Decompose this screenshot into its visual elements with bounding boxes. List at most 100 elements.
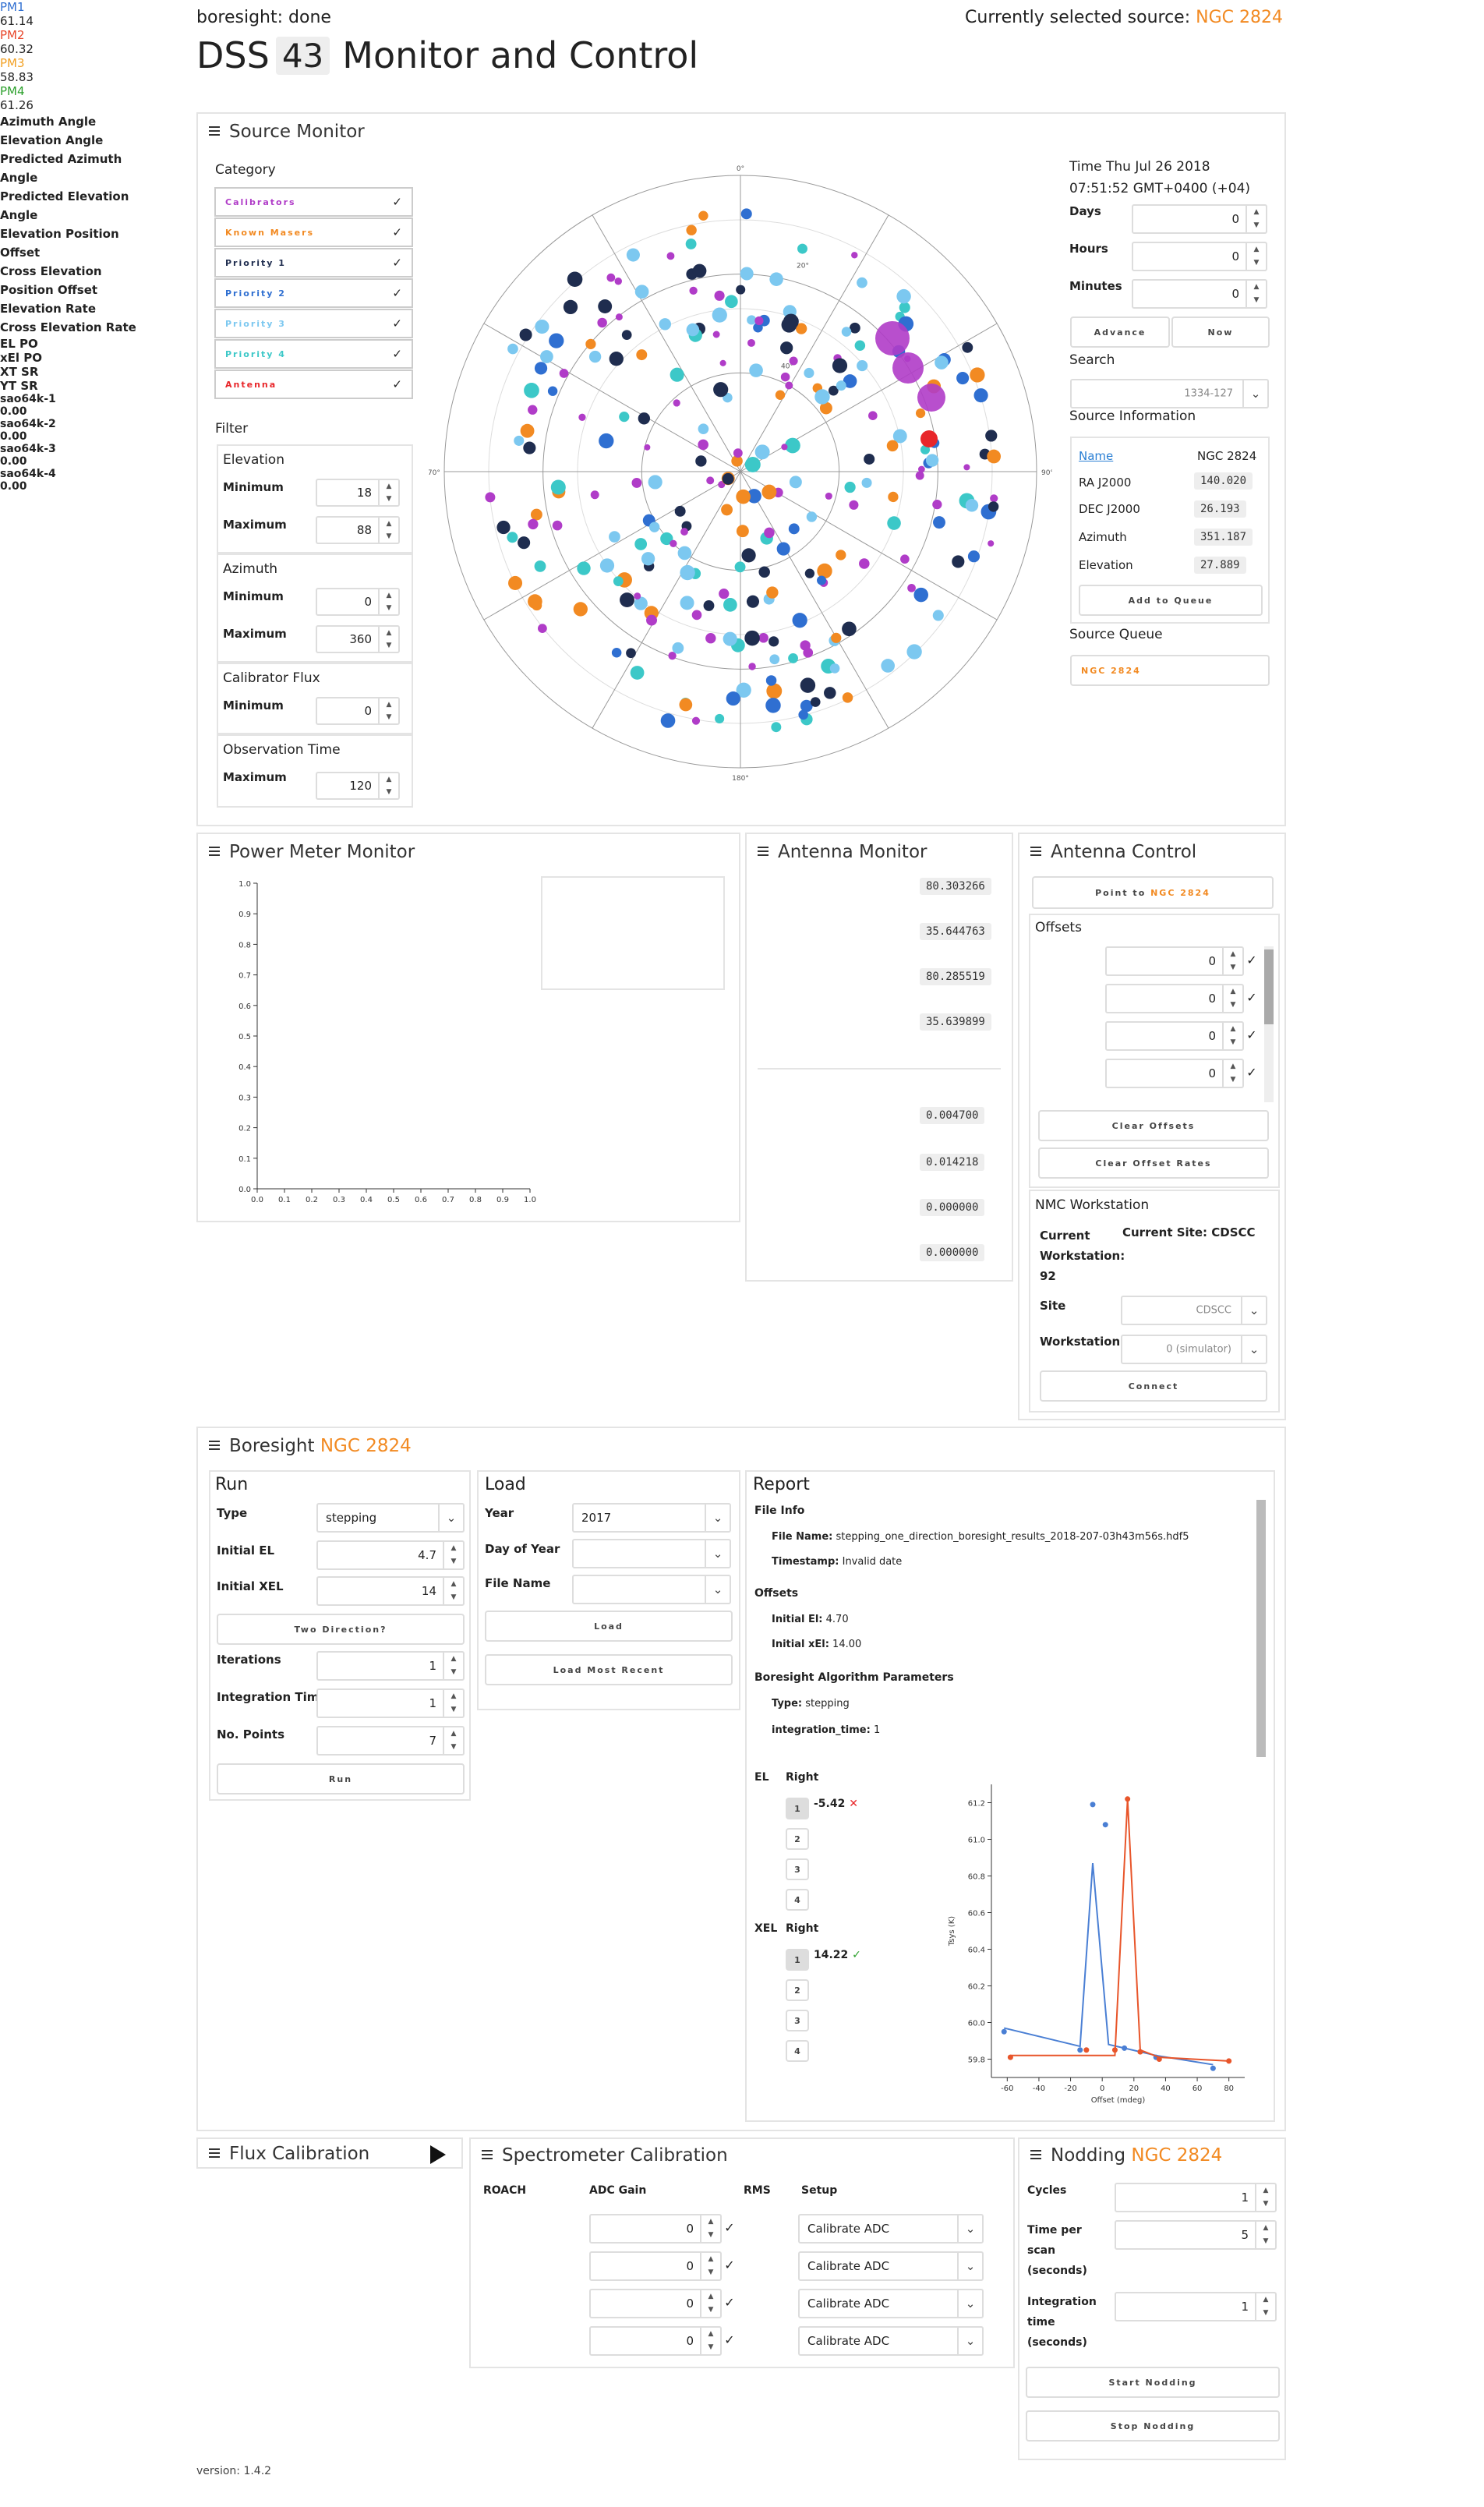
source-dot[interactable]: [788, 523, 800, 535]
source-dot[interactable]: [496, 520, 511, 535]
elevation-min-input[interactable]: 18 ▲ ▼: [316, 479, 400, 507]
source-dot[interactable]: [736, 489, 751, 504]
source-dot[interactable]: [761, 484, 777, 500]
source-dot[interactable]: [985, 430, 998, 442]
setup-select[interactable]: Calibrate ADC ⌄: [798, 2251, 984, 2281]
source-dot[interactable]: [508, 575, 523, 590]
source-dot[interactable]: [970, 367, 985, 383]
source-dot[interactable]: [766, 586, 779, 599]
menu-icon[interactable]: [1030, 2148, 1041, 2162]
source-dot[interactable]: [514, 435, 525, 446]
source-dot[interactable]: [614, 278, 623, 285]
source-dot[interactable]: [854, 340, 866, 352]
source-dot[interactable]: [641, 552, 655, 566]
source-dot[interactable]: [507, 532, 518, 543]
source-dot[interactable]: [803, 647, 814, 658]
source-dot[interactable]: [920, 444, 931, 454]
source-dot[interactable]: [673, 399, 680, 407]
source-dot[interactable]: [698, 423, 709, 434]
source-dot[interactable]: [769, 272, 783, 286]
menu-icon[interactable]: [1030, 844, 1041, 858]
source-dot[interactable]: [748, 663, 756, 670]
source-dot[interactable]: [913, 587, 928, 603]
apply-check-icon[interactable]: ✓: [724, 2332, 735, 2347]
source-dot[interactable]: [719, 359, 726, 366]
setup-select[interactable]: Calibrate ADC ⌄: [798, 2326, 984, 2356]
source-dot[interactable]: [563, 299, 578, 315]
source-dot[interactable]: [731, 455, 743, 467]
source-dot[interactable]: [532, 600, 542, 611]
source-dot[interactable]: [887, 516, 901, 530]
source-dot[interactable]: [538, 624, 547, 633]
source-dot[interactable]: [518, 536, 531, 550]
source-dot[interactable]: [567, 271, 583, 288]
source-dot[interactable]: [836, 380, 846, 391]
source-dot[interactable]: [552, 520, 563, 531]
load-most-recent-button[interactable]: Load Most Recent: [485, 1654, 733, 1685]
source-dot[interactable]: [775, 390, 786, 400]
source-dot[interactable]: [804, 367, 814, 379]
workstation-select[interactable]: 0 (simulator) ⌄: [1121, 1335, 1267, 1364]
file-name-select[interactable]: ⌄: [572, 1575, 731, 1604]
apply-check-icon[interactable]: ✓: [1246, 990, 1257, 1005]
now-button[interactable]: Now: [1171, 316, 1270, 348]
menu-icon[interactable]: [209, 1438, 220, 1452]
days-input[interactable]: 0 ▲ ▼: [1132, 204, 1267, 234]
offset-input[interactable]: 0 ▲ ▼: [1105, 984, 1244, 1013]
source-dot[interactable]: [713, 382, 729, 398]
source-dot[interactable]: [754, 316, 764, 326]
source-dot[interactable]: [962, 341, 973, 353]
source-dot[interactable]: [764, 527, 775, 539]
type-select[interactable]: stepping ⌄: [316, 1503, 465, 1533]
source-dot[interactable]: [615, 313, 623, 321]
source-dot[interactable]: [804, 568, 815, 578]
source-dot[interactable]: [917, 465, 925, 473]
source-dot[interactable]: [666, 252, 675, 260]
source-dot[interactable]: [620, 592, 634, 608]
source-dot[interactable]: [723, 598, 737, 612]
source-dot[interactable]: [776, 542, 790, 556]
clear-offsets-button[interactable]: Clear Offsets: [1038, 1110, 1269, 1141]
offset-input[interactable]: 0 ▲ ▼: [1105, 1059, 1244, 1088]
source-dot[interactable]: [785, 437, 800, 454]
point-to-button[interactable]: Point to NGC 2824: [1032, 876, 1274, 909]
source-dot[interactable]: [519, 328, 532, 341]
source-dot[interactable]: [861, 477, 872, 488]
source-dot[interactable]: [806, 511, 818, 522]
menu-icon[interactable]: [209, 124, 220, 138]
source-dot[interactable]: [705, 633, 716, 644]
source-dot[interactable]: [648, 475, 662, 490]
source-dot[interactable]: [723, 631, 737, 646]
setup-select[interactable]: Calibrate ADC ⌄: [798, 2289, 984, 2318]
source-dot[interactable]: [819, 401, 832, 415]
source-dot[interactable]: [886, 440, 899, 452]
station-badge[interactable]: 43: [275, 36, 330, 75]
source-dot[interactable]: [599, 433, 614, 449]
source-dot[interactable]: [758, 566, 770, 578]
source-dot[interactable]: [719, 589, 730, 599]
source-dot[interactable]: [800, 699, 813, 712]
source-dot[interactable]: [841, 327, 852, 337]
source-dot[interactable]: [606, 273, 616, 282]
source-dot[interactable]: [680, 596, 694, 610]
source-dot[interactable]: [534, 560, 546, 572]
category-toggle[interactable]: Priority 3 ✓: [214, 309, 413, 338]
source-dot[interactable]: [692, 263, 707, 278]
source-dot[interactable]: [644, 444, 651, 451]
source-dot[interactable]: [797, 243, 807, 254]
source-dot[interactable]: [740, 208, 752, 220]
source-dot[interactable]: [588, 350, 602, 363]
load-button[interactable]: Load: [485, 1611, 733, 1642]
initial-xel-input[interactable]: 14 ▲ ▼: [316, 1576, 465, 1606]
source-dot[interactable]: [765, 675, 777, 686]
apply-check-icon[interactable]: ✓: [724, 2220, 735, 2235]
source-dot[interactable]: [712, 307, 727, 323]
source-dot[interactable]: [630, 666, 645, 680]
source-dot[interactable]: [736, 285, 746, 295]
run-button[interactable]: Run: [217, 1763, 465, 1795]
source-dot[interactable]: [660, 713, 676, 728]
source-dot[interactable]: [691, 716, 701, 725]
source-dot[interactable]: [528, 518, 539, 530]
source-dot[interactable]: [744, 630, 760, 646]
source-dot[interactable]: [747, 338, 755, 347]
